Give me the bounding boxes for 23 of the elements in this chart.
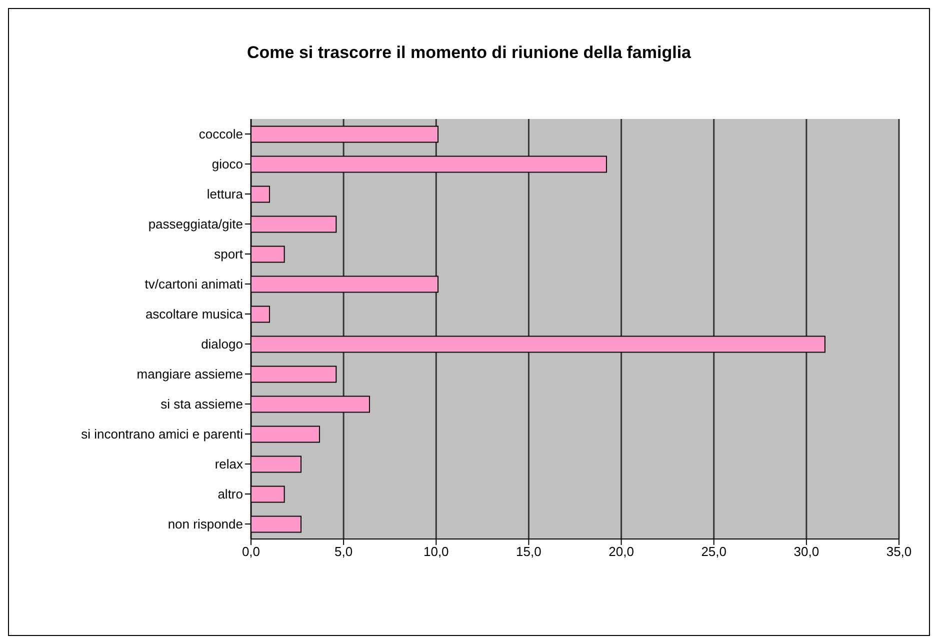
- y-tick-label: gioco: [212, 156, 243, 172]
- x-tick-label: 0,0: [242, 544, 260, 560]
- x-tick-label: 35,0: [886, 544, 912, 560]
- y-tick-label: ascoltare musica: [145, 306, 244, 322]
- x-tick-label: 10,0: [423, 544, 449, 560]
- y-tick-label: lettura: [206, 186, 244, 202]
- y-tick-label: passeggiata/gite: [148, 216, 243, 232]
- x-tick-label: 15,0: [516, 544, 542, 560]
- x-tick-label: 20,0: [608, 544, 634, 560]
- y-tick-label: dialogo: [201, 336, 243, 352]
- y-tick-label: sport: [214, 246, 244, 262]
- y-tick-label: si incontrano amici e parenti: [81, 426, 244, 442]
- y-tick-label: mangiare assieme: [136, 366, 243, 382]
- x-tick-label: 5,0: [334, 544, 353, 560]
- chart-title: Come si trascorre il momento di riunione della famiglia: [246, 43, 692, 63]
- y-tick-label: si sta assieme: [160, 396, 243, 412]
- y-tick-label: relax: [214, 456, 244, 472]
- y-tick-label: non risponde: [168, 516, 243, 532]
- y-tick-label: coccole: [198, 126, 243, 142]
- y-tick-label: altro: [218, 486, 243, 502]
- x-tick-label: 30,0: [794, 544, 820, 560]
- y-tick-label: tv/cartoni animati: [144, 276, 244, 292]
- x-tick-label: 25,0: [701, 544, 727, 560]
